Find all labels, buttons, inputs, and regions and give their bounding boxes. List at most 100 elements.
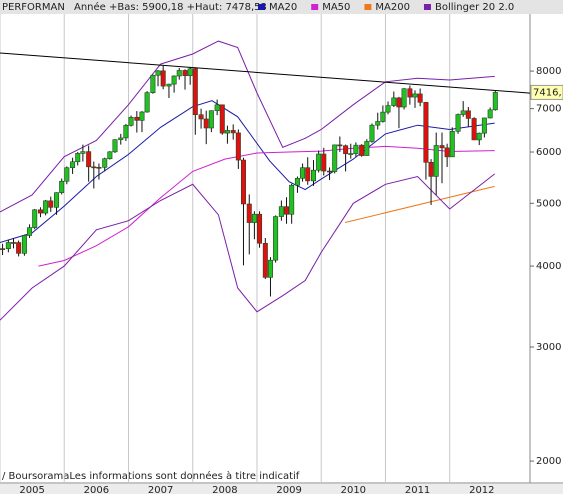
candle-body [481,117,487,134]
candle-body [305,167,311,182]
candle-body [187,68,193,76]
legend-swatch [258,4,265,10]
candle-body [257,213,263,244]
band-upper [0,40,495,213]
candle-body [284,206,290,215]
price-label-box [530,84,563,100]
candle-body [385,105,391,113]
candle-body [412,93,418,98]
candle-body [32,209,38,228]
x-tick-label: 2012 [469,485,494,494]
legend-label: MA50 [322,2,350,13]
candle-body [487,109,493,119]
candle-body [224,130,230,134]
band-lower [0,173,496,321]
candle-body [240,159,246,205]
candle-body [134,116,140,121]
candle-body [219,104,225,134]
candle-body [21,235,27,254]
candle-body [80,151,86,154]
candle-body [337,144,343,147]
legend-label: MA20 [269,2,297,13]
candle-body [407,88,413,98]
footer-bar [0,484,563,494]
candle-body [70,161,76,169]
candle-body [273,216,279,261]
indicator-line [344,185,495,223]
candle-body [455,114,461,132]
candle-body [348,153,354,155]
x-tick-label: 2007 [148,485,173,494]
x-tick-label: 2011 [405,485,430,494]
indicator-line [38,145,495,267]
candle-body [64,167,70,182]
y-tick-label: 4000 [536,261,561,272]
candle-body [139,111,145,121]
candle-body [0,248,6,250]
y-tick-label: 2000 [536,456,561,467]
candle-body [460,110,466,115]
candle-body [192,68,198,116]
legend-label: MA200 [375,2,410,13]
candle-body [364,141,370,156]
candle-body [59,180,65,193]
candle-body [123,125,129,139]
candle-body [214,104,220,112]
candle-body [401,88,407,108]
candle-body [380,111,386,122]
candle-body [332,144,338,172]
chart-subtitle: Année +Bas: 5900,18 +Haut: 7478,53 [74,1,267,13]
candle-body [476,132,482,141]
candle-body [160,70,166,87]
candle-body [321,153,327,172]
candle-body [267,259,273,278]
candle-body [417,93,423,103]
candle-body [37,209,43,214]
candle-body [262,242,268,278]
candle-body [16,242,22,254]
x-tick-label: 2008 [212,485,237,494]
legend-label: Bollinger 20 2.0 [435,2,514,13]
candle-body [230,130,236,134]
candle-body [343,145,349,155]
candle-body [396,97,402,108]
candle-body [444,147,450,158]
legend-swatch [364,4,372,10]
candle-body [75,153,81,163]
candle-body [43,200,49,214]
candle-body [155,70,161,76]
candle-body [5,242,11,249]
candle-body [144,92,150,113]
candle-body [316,153,322,171]
candle-body [428,161,434,177]
candle-body [359,144,365,156]
candle-body [10,242,16,244]
candle-body [449,131,455,158]
candle-body [246,203,252,223]
footer-note: / BoursoramaLes informations sont donnée… [2,470,300,482]
candle-body [294,177,300,186]
candle-body [54,192,60,208]
candle-body [203,118,209,129]
candle-body [423,102,429,163]
candle-body [102,158,108,168]
candle-body [235,132,241,161]
candle-body [327,170,333,173]
candle-body [86,151,92,168]
candle-body [251,213,257,223]
candle-body [311,169,317,182]
candle-body [27,227,33,236]
y-tick-label: 7000 [536,104,561,115]
legend-swatch [311,4,319,10]
candle-body [182,70,188,76]
candle-body [391,97,397,106]
candle-body [48,200,54,208]
x-tick-label: 2010 [341,485,366,494]
candle-body [171,75,177,85]
y-tick-label: 3000 [536,342,561,353]
trend-line [0,52,531,94]
candle-body [118,137,124,140]
header-bar [0,0,563,14]
y-tick-label: 8000 [536,66,561,77]
candle-body [128,116,134,126]
